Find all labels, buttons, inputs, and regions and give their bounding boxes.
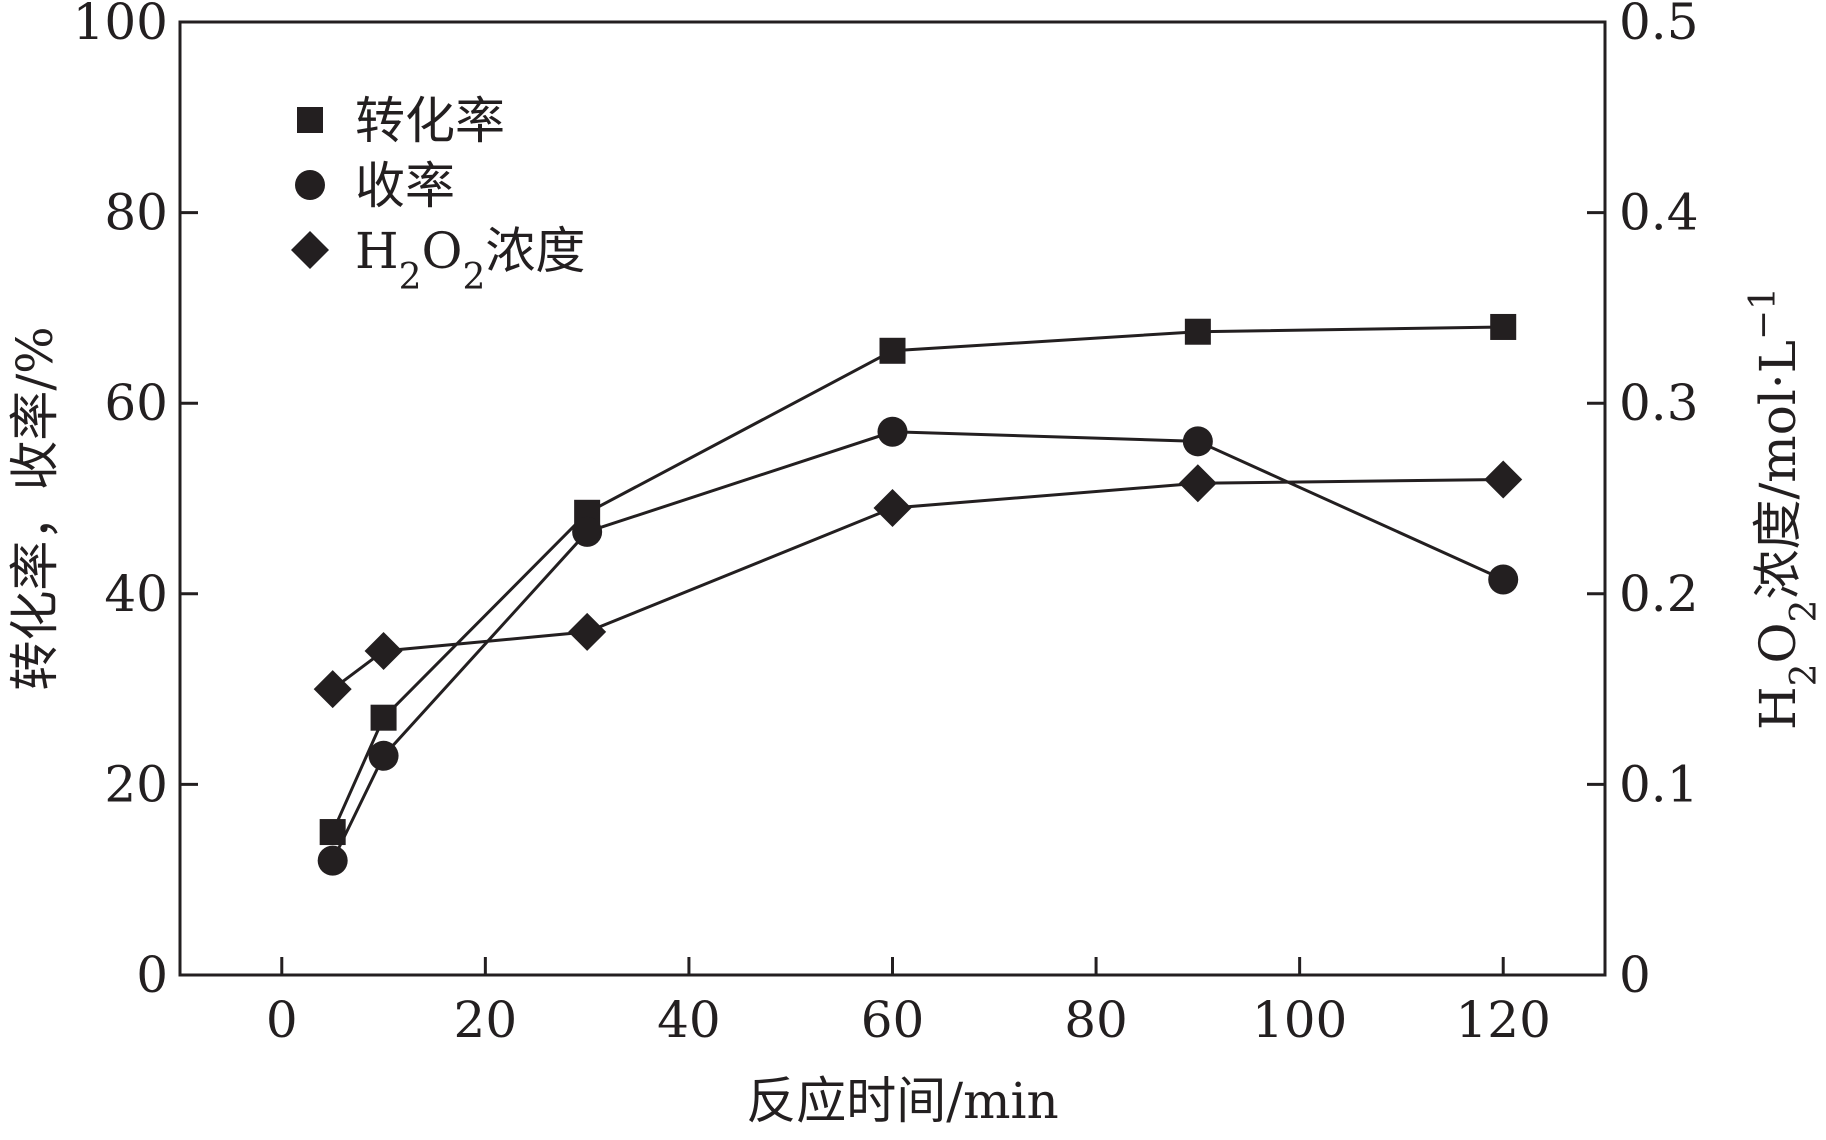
data-point-diamond bbox=[873, 489, 912, 528]
data-point-circle bbox=[877, 416, 908, 447]
data-point-square bbox=[879, 337, 906, 364]
y-left-tick-label: 40 bbox=[104, 565, 168, 623]
legend-label-part: 2 bbox=[463, 257, 486, 298]
y-right-tick-label: 0.4 bbox=[1619, 184, 1699, 242]
y-right-axis-title-part: 2 bbox=[1784, 600, 1825, 623]
x-tick-label: 0 bbox=[266, 991, 298, 1049]
data-point-diamond bbox=[313, 670, 352, 709]
legend-label-part: O bbox=[422, 222, 463, 280]
y-left-tick-label: 80 bbox=[104, 184, 168, 242]
series-line-diamond bbox=[331, 477, 1504, 691]
series-line-square bbox=[331, 325, 1504, 833]
y-left-tick-label: 60 bbox=[104, 374, 168, 432]
data-point-circle bbox=[572, 516, 603, 547]
y-left-tick-label: 20 bbox=[104, 755, 168, 813]
y-right-axis-title-part: H bbox=[1749, 686, 1807, 730]
data-point-diamond bbox=[1484, 460, 1523, 499]
legend-marker-circle bbox=[295, 170, 325, 200]
data-point-circle bbox=[1182, 426, 1213, 457]
legend-label: 转化率 bbox=[355, 92, 505, 150]
y-right-tick-label: 0.3 bbox=[1619, 374, 1699, 432]
x-tick-label: 100 bbox=[1252, 991, 1347, 1049]
x-tick-label: 60 bbox=[861, 991, 925, 1049]
x-axis-title: 反应时间/min bbox=[746, 1072, 1058, 1130]
data-point-circle bbox=[317, 845, 348, 876]
legend-label: H2O2浓度 bbox=[355, 222, 585, 298]
data-point-circle bbox=[1488, 564, 1519, 595]
x-tick-label: 40 bbox=[657, 991, 721, 1049]
y-right-tick-label: 0 bbox=[1619, 946, 1651, 1004]
y-right-axis-title-part: 浓度/mol·L bbox=[1749, 340, 1807, 599]
legend-label-part: 收率 bbox=[355, 157, 455, 215]
data-point-square bbox=[1490, 313, 1517, 340]
y-right-axis-title-part: −1 bbox=[1743, 287, 1784, 340]
y-right-axis-title-part: O bbox=[1749, 622, 1807, 663]
y-right-axis-title: H2O2浓度/mol·L−1 bbox=[1743, 287, 1825, 730]
y-left-tick-label: 100 bbox=[73, 0, 168, 51]
y-right-tick-label: 0.5 bbox=[1619, 0, 1699, 51]
data-point-diamond bbox=[568, 612, 607, 651]
x-tick-label: 120 bbox=[1455, 991, 1550, 1049]
legend-label-part: 2 bbox=[399, 257, 422, 298]
data-point-circle bbox=[368, 740, 399, 771]
data-point-diamond bbox=[364, 631, 403, 670]
y-left-axis-title: 转化率，收率/% bbox=[6, 326, 64, 690]
y-left-tick-label: 0 bbox=[136, 946, 168, 1004]
legend-label: 收率 bbox=[355, 157, 455, 215]
legend-marker-diamond bbox=[291, 231, 329, 269]
legend-label-part: 转化率 bbox=[355, 92, 505, 150]
y-right-axis-title-part: 2 bbox=[1784, 663, 1825, 686]
data-point-square bbox=[1184, 318, 1211, 345]
legend-label-part: 浓度 bbox=[485, 222, 585, 280]
legend-marker-square bbox=[297, 107, 323, 133]
series-line-circle bbox=[331, 430, 1504, 862]
data-point-square bbox=[370, 704, 397, 731]
y-right-tick-label: 0.2 bbox=[1619, 565, 1699, 623]
x-tick-label: 80 bbox=[1064, 991, 1128, 1049]
data-point-diamond bbox=[1178, 464, 1217, 503]
x-tick-label: 20 bbox=[454, 991, 518, 1049]
legend-label-part: H bbox=[355, 222, 399, 280]
y-right-tick-label: 0.1 bbox=[1619, 755, 1699, 813]
